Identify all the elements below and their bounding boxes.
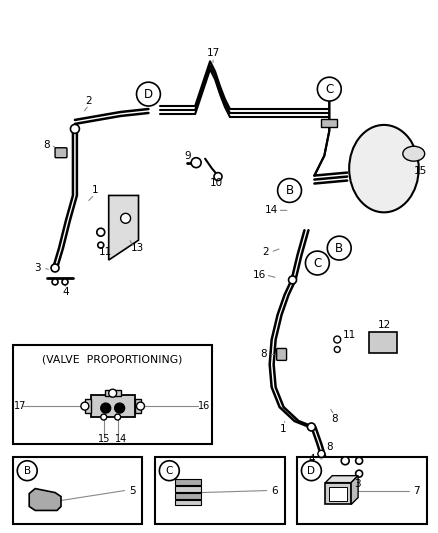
Circle shape xyxy=(137,402,145,410)
Circle shape xyxy=(137,82,160,106)
Text: C: C xyxy=(166,466,173,475)
Bar xyxy=(175,486,201,491)
Text: 2: 2 xyxy=(85,96,92,106)
Text: C: C xyxy=(313,256,321,270)
Text: 14: 14 xyxy=(114,434,127,444)
Text: 8: 8 xyxy=(261,350,267,359)
Text: 1: 1 xyxy=(280,424,287,434)
Bar xyxy=(329,487,347,500)
Text: 6: 6 xyxy=(271,486,278,496)
Text: B: B xyxy=(335,241,343,255)
Text: 4: 4 xyxy=(63,287,69,297)
Text: 13: 13 xyxy=(131,243,144,253)
Circle shape xyxy=(115,414,120,420)
Text: 11: 11 xyxy=(99,247,113,257)
Text: 17: 17 xyxy=(206,49,220,58)
Text: 3: 3 xyxy=(34,263,40,273)
Circle shape xyxy=(97,228,105,236)
Circle shape xyxy=(356,457,363,464)
Bar xyxy=(105,390,120,396)
Circle shape xyxy=(109,389,117,397)
Text: B: B xyxy=(286,184,293,197)
Circle shape xyxy=(191,158,201,168)
Text: 3: 3 xyxy=(354,479,360,489)
Circle shape xyxy=(318,77,341,101)
Circle shape xyxy=(71,124,79,133)
Text: 17: 17 xyxy=(14,401,26,411)
Circle shape xyxy=(17,461,37,481)
Polygon shape xyxy=(109,196,138,260)
Circle shape xyxy=(341,457,349,465)
Polygon shape xyxy=(325,475,358,482)
Circle shape xyxy=(98,242,104,248)
Circle shape xyxy=(327,236,351,260)
Polygon shape xyxy=(29,489,61,511)
Circle shape xyxy=(307,423,315,431)
Circle shape xyxy=(120,213,131,223)
Text: 8: 8 xyxy=(331,414,338,424)
Text: C: C xyxy=(325,83,333,95)
Bar xyxy=(321,119,337,127)
Bar xyxy=(175,479,201,484)
Text: 15: 15 xyxy=(414,166,427,175)
Bar xyxy=(175,499,201,505)
Text: 9: 9 xyxy=(184,151,191,161)
Ellipse shape xyxy=(349,125,419,212)
FancyBboxPatch shape xyxy=(55,148,67,158)
Text: 10: 10 xyxy=(209,177,223,188)
Circle shape xyxy=(334,336,341,343)
Circle shape xyxy=(305,251,329,275)
Circle shape xyxy=(81,402,89,410)
Circle shape xyxy=(52,279,58,285)
Text: D: D xyxy=(307,466,315,475)
Text: (VALVE  PROPORTIONING): (VALVE PROPORTIONING) xyxy=(42,354,183,365)
Circle shape xyxy=(101,403,111,413)
Circle shape xyxy=(334,346,340,352)
Text: 15: 15 xyxy=(98,434,110,444)
Polygon shape xyxy=(351,475,358,504)
Text: 4: 4 xyxy=(308,454,315,464)
Circle shape xyxy=(318,450,325,457)
Circle shape xyxy=(159,461,179,481)
Circle shape xyxy=(301,461,321,481)
Text: D: D xyxy=(144,87,153,101)
Text: 1: 1 xyxy=(92,185,98,196)
FancyBboxPatch shape xyxy=(369,332,397,353)
FancyBboxPatch shape xyxy=(277,349,286,360)
Circle shape xyxy=(289,276,297,284)
Bar xyxy=(297,457,427,524)
Bar xyxy=(175,492,201,498)
Circle shape xyxy=(51,264,59,272)
Text: 5: 5 xyxy=(129,486,136,496)
Circle shape xyxy=(101,414,107,420)
Bar xyxy=(85,399,91,413)
Circle shape xyxy=(115,403,124,413)
Text: 16: 16 xyxy=(253,270,266,280)
Text: 8: 8 xyxy=(326,442,332,452)
Text: 12: 12 xyxy=(377,320,391,329)
Circle shape xyxy=(214,173,222,181)
Bar xyxy=(325,482,351,504)
Text: 7: 7 xyxy=(413,486,420,496)
Bar xyxy=(134,399,141,413)
Bar xyxy=(13,344,212,444)
Circle shape xyxy=(278,179,301,203)
Text: 2: 2 xyxy=(262,247,269,257)
Text: 8: 8 xyxy=(43,140,49,150)
Text: 16: 16 xyxy=(198,401,210,411)
Text: 14: 14 xyxy=(265,205,278,215)
Bar xyxy=(155,457,285,524)
Bar xyxy=(13,457,142,524)
Ellipse shape xyxy=(403,146,425,161)
Circle shape xyxy=(356,470,363,477)
Text: 11: 11 xyxy=(343,329,356,340)
Circle shape xyxy=(62,279,68,285)
Bar xyxy=(91,395,134,417)
Text: B: B xyxy=(24,466,31,475)
